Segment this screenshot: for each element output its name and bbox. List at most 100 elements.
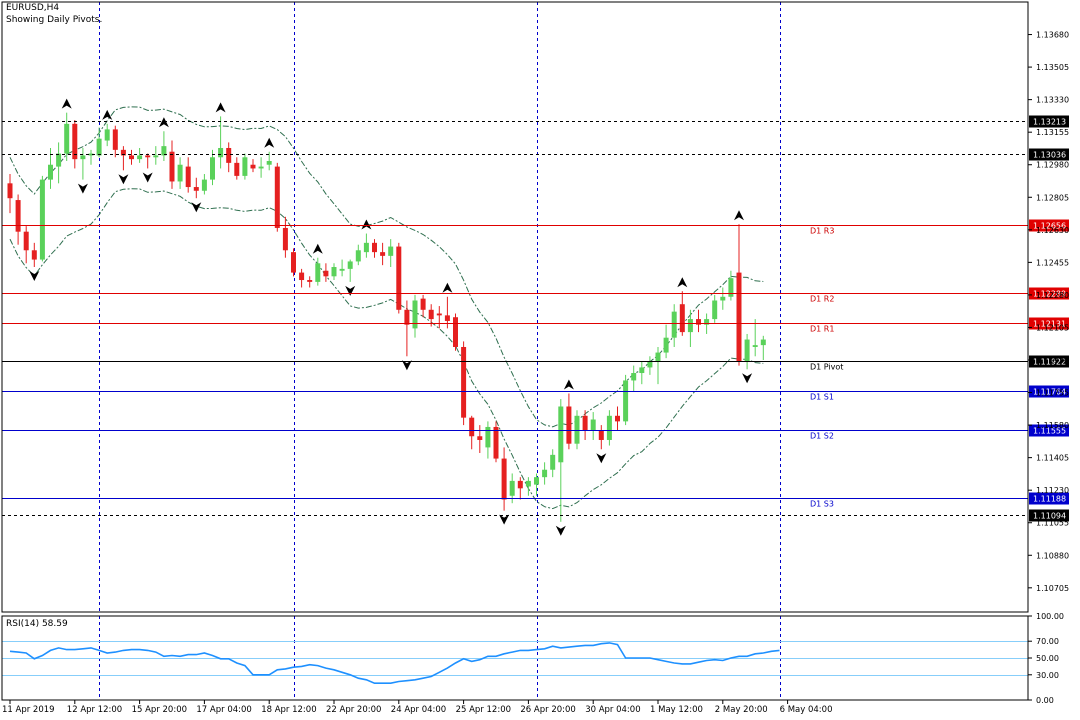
pivot-line-label: D1 Pivot	[810, 363, 843, 372]
time-tick-label: 26 Apr 20:00	[520, 705, 575, 715]
bear-candle-body	[493, 426, 499, 459]
bear-candle-body	[323, 270, 329, 277]
pivot-value-tag	[1029, 385, 1069, 398]
fractal-down-arrow-icon	[191, 202, 202, 213]
time-tick-label: 1 May 12:00	[650, 705, 703, 715]
rsi-caption: RSI(14) 58.59	[6, 619, 68, 629]
bull-candle-body	[525, 480, 531, 487]
bear-candle-body	[380, 252, 386, 256]
bear-candle-body	[404, 309, 410, 325]
dashed-level-value: 1.13036	[1033, 151, 1066, 160]
fractal-down-arrow-icon	[118, 174, 129, 185]
bull-candle-body	[355, 250, 361, 262]
time-tick-label: 22 Apr 20:00	[326, 705, 381, 715]
candles-layer	[7, 112, 766, 522]
bear-candle-body	[453, 317, 458, 347]
bull-candle-body	[752, 345, 758, 347]
bear-candle-body	[469, 417, 475, 437]
rsi-tick-label: 30.00	[1036, 671, 1059, 680]
price-tick-label: 1.11405	[1036, 454, 1069, 463]
bull-candle-body	[137, 155, 143, 160]
bear-candle-body	[615, 415, 620, 422]
bull-candle-body	[542, 469, 548, 478]
time-tick-label: 15 Apr 20:00	[132, 705, 187, 715]
bear-candle-body	[598, 430, 604, 440]
bear-candle-body	[291, 252, 296, 273]
bear-candle-body	[396, 246, 402, 310]
fractal-up-arrow-icon	[312, 243, 323, 254]
time-tick-label: 18 Apr 12:00	[261, 705, 316, 715]
pivot-levels-layer: 1.13213 1.13036 1.11094 D1 R3 1.12656 D1 R2 1.…	[2, 115, 1069, 522]
bear-candle-body	[112, 129, 118, 150]
bear-candle-body	[477, 436, 483, 440]
bear-candle-body	[436, 313, 442, 316]
bear-candle-body	[129, 155, 134, 160]
rsi-layer	[2, 641, 1028, 684]
price-tick-label: 1.12805	[1036, 193, 1069, 202]
bull-candle-body	[347, 261, 353, 269]
rsi-tick-label: 50.00	[1036, 654, 1059, 663]
bear-candle-body	[501, 458, 507, 500]
rsi-tick-label: 70.00	[1036, 637, 1059, 646]
bear-candle-body	[461, 346, 467, 418]
upper-envelope-line	[9, 106, 764, 428]
time-tick-label: 2 May 20:00	[715, 705, 768, 715]
bull-candle-body	[509, 480, 515, 496]
dashed-level-tag	[1029, 115, 1069, 128]
bull-candle-body	[647, 361, 653, 368]
bull-candle-body	[687, 319, 693, 333]
fractal-up-arrow-icon	[264, 137, 275, 148]
bull-candle-body	[153, 155, 159, 158]
bull-candle-body	[56, 153, 62, 167]
price-tick-label: 1.12280	[1036, 291, 1069, 300]
bull-candle-body	[631, 373, 637, 381]
bear-candle-body	[307, 280, 313, 282]
bear-candle-body	[169, 151, 175, 182]
bull-candle-body	[704, 319, 710, 325]
bull-candle-body	[760, 339, 766, 346]
price-tick-label: 1.13155	[1036, 128, 1069, 137]
fractal-down-arrow-icon	[29, 271, 40, 282]
bull-candle-body	[339, 268, 345, 271]
envelope-layer	[9, 106, 764, 510]
rsi-tick-label: 0.00	[1036, 696, 1054, 705]
bull-candle-body	[534, 477, 539, 485]
bear-candle-body	[185, 166, 191, 188]
fractal-up-arrow-icon	[677, 277, 688, 288]
fractal-down-arrow-icon	[742, 373, 753, 384]
fractal-up-arrow-icon	[102, 109, 113, 120]
fractal-down-arrow-icon	[596, 453, 607, 464]
pivot-line-label: D1 R2	[810, 295, 834, 304]
price-tick-label: 1.12105	[1036, 323, 1069, 332]
pivot-value-text: 1.11764	[1033, 388, 1066, 397]
pivot-value-tag	[1029, 424, 1069, 437]
bear-candle-body	[582, 415, 588, 431]
grid-layer	[99, 2, 781, 700]
bull-candle-body	[485, 426, 491, 448]
bull-candle-body	[258, 166, 264, 169]
dashed-level-value: 1.13213	[1033, 118, 1066, 127]
bear-candle-body	[517, 480, 523, 489]
price-tick-label: 1.12980	[1036, 161, 1069, 170]
pivot-line-label: D1 R3	[810, 227, 834, 236]
rsi-tick-label: 100.00	[1036, 612, 1064, 621]
price-tick-label: 1.11580	[1036, 421, 1069, 430]
fractal-down-arrow-icon	[401, 360, 412, 371]
price-tick-label: 1.11230	[1036, 486, 1069, 495]
bear-candle-body	[679, 304, 685, 333]
bull-candle-body	[266, 161, 272, 165]
fractal-up-arrow-icon	[158, 117, 169, 128]
bull-candle-body	[39, 179, 45, 260]
indicator-caption: Showing Daily Pivots.	[6, 15, 103, 25]
pivot-line-label: D1 R1	[810, 325, 834, 334]
bull-candle-body	[88, 153, 94, 156]
pivot-value-tag	[1029, 287, 1069, 300]
bull-candle-body	[388, 246, 394, 256]
bull-candle-body	[177, 164, 183, 182]
bear-candle-body	[736, 272, 742, 362]
pivot-line-label: D1 S1	[810, 393, 834, 402]
pivot-line-label: D1 S3	[810, 500, 834, 509]
bull-candle-body	[64, 123, 70, 154]
